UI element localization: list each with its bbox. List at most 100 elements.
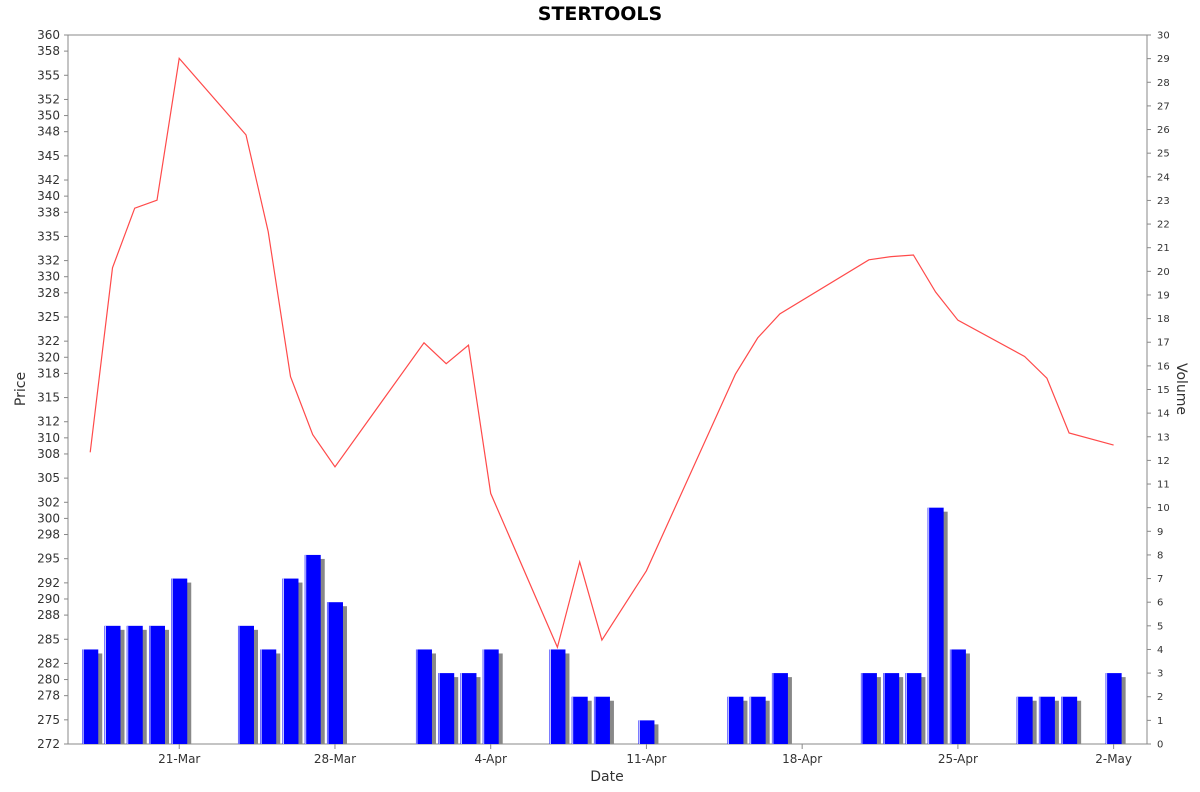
volume-bar: [1105, 673, 1122, 744]
y-tick-label: 355: [37, 68, 60, 82]
y-tick-label: 290: [37, 592, 60, 606]
y2-tick-label: 12: [1157, 456, 1170, 467]
price-line: [89, 57, 1114, 650]
y2-tick-label: 3: [1157, 669, 1163, 680]
y2-tick-label: 18: [1157, 314, 1170, 325]
chart-title: STERTOOLS: [538, 3, 662, 25]
volume-bar: [282, 578, 299, 744]
y2-tick-label: 28: [1157, 78, 1170, 89]
volume-bar: [549, 649, 566, 744]
y2-tick-label: 14: [1157, 409, 1170, 420]
y-tick-label: 288: [37, 608, 60, 622]
volume-bar: [171, 578, 188, 744]
y-tick-label: 338: [37, 205, 60, 219]
y-tick-label: 302: [37, 495, 60, 509]
y2-tick-label: 29: [1157, 54, 1170, 65]
y-tick-label: 342: [37, 173, 60, 187]
volume-bar: [1038, 696, 1055, 744]
y-tick-label: 285: [37, 632, 60, 646]
y2-tick-label: 26: [1157, 125, 1170, 136]
y2-tick-label: 10: [1157, 503, 1170, 514]
volume-axis: 0123456789101112131415161718192021222324…: [1147, 31, 1170, 751]
y2-tick-label: 19: [1157, 290, 1170, 301]
volume-bar: [304, 554, 321, 744]
y-tick-label: 278: [37, 689, 60, 703]
y2-tick-label: 24: [1157, 172, 1170, 183]
y2-tick-label: 25: [1157, 149, 1170, 160]
x-tick-label: 25-Apr: [938, 752, 978, 766]
volume-bar: [883, 673, 900, 744]
y2-tick-label: 8: [1157, 550, 1163, 561]
y2-tick-label: 15: [1157, 385, 1170, 396]
y-tick-label: 272: [37, 737, 60, 751]
volume-bar: [927, 507, 944, 744]
plot-area: [67, 34, 1148, 745]
x-tick-label: 4-Apr: [474, 752, 507, 766]
y-tick-label: 318: [37, 366, 60, 380]
y2-tick-label: 22: [1157, 220, 1170, 231]
volume-bar: [571, 696, 588, 744]
y2-tick-label: 21: [1157, 243, 1170, 254]
y-tick-label: 280: [37, 673, 60, 687]
y-tick-label: 335: [37, 229, 60, 243]
y2-tick-label: 27: [1157, 101, 1170, 112]
volume-bar: [415, 649, 432, 744]
price-line-layer: [89, 57, 1114, 650]
y-tick-label: 325: [37, 310, 60, 324]
price-axis: 272 275 278 280 282 285 288 290 292 295 298 300 302 3…: [37, 28, 68, 751]
y2-axis-label: Volume: [1173, 363, 1189, 415]
volume-bar: [949, 649, 966, 744]
volume-bar: [148, 625, 165, 744]
y2-tick-label: 9: [1157, 527, 1163, 538]
volume-bar: [126, 625, 143, 744]
y-tick-label: 298: [37, 528, 60, 542]
volume-bar: [860, 673, 877, 744]
y-tick-label: 308: [37, 447, 60, 461]
y2-tick-label: 16: [1157, 361, 1170, 372]
volume-bars: [82, 507, 1126, 744]
y-tick-label: 350: [37, 109, 60, 123]
volume-bar: [638, 720, 655, 744]
x-tick-label: 21-Mar: [158, 752, 200, 766]
x-tick-label: 28-Mar: [314, 752, 356, 766]
volume-bar: [482, 649, 499, 744]
y-tick-label: 312: [37, 415, 60, 429]
y2-tick-label: 13: [1157, 432, 1170, 443]
y-tick-label: 358: [37, 44, 60, 58]
y2-tick-label: 23: [1157, 196, 1170, 207]
y-tick-label: 322: [37, 334, 60, 348]
y2-tick-label: 6: [1157, 598, 1163, 609]
y-tick-label: 348: [37, 125, 60, 139]
x-tick-label: 11-Apr: [626, 752, 666, 766]
y-tick-label: 340: [37, 189, 60, 203]
volume-bar: [771, 673, 788, 744]
volume-bar: [460, 673, 477, 744]
date-axis: 21-Mar 28-Mar 4-Apr 11-Apr 18-Apr 25-Apr 2-May: [158, 744, 1132, 766]
y-tick-label: 328: [37, 286, 60, 300]
y-tick-label: 275: [37, 713, 60, 727]
y2-tick-label: 1: [1157, 716, 1163, 727]
y2-tick-label: 11: [1157, 480, 1170, 491]
y-axis-label: Price: [13, 372, 29, 406]
volume-bar: [82, 649, 99, 744]
y-tick-label: 295: [37, 552, 60, 566]
y-tick-label: 330: [37, 270, 60, 284]
y-tick-label: 300: [37, 511, 60, 525]
volume-bar: [1016, 696, 1033, 744]
volume-bar: [749, 696, 766, 744]
x-tick-label: 18-Apr: [782, 752, 822, 766]
y-tick-label: 332: [37, 254, 60, 268]
y-tick-label: 320: [37, 350, 60, 364]
y2-tick-label: 20: [1157, 267, 1170, 278]
y-tick-label: 282: [37, 656, 60, 670]
y2-tick-label: 7: [1157, 574, 1163, 585]
y2-tick-label: 0: [1157, 740, 1163, 751]
y-tick-label: 292: [37, 576, 60, 590]
volume-bar: [438, 673, 455, 744]
y-tick-label: 305: [37, 471, 60, 485]
volume-bar: [727, 696, 744, 744]
volume-bar: [326, 602, 343, 744]
y2-tick-label: 2: [1157, 692, 1163, 703]
volume-bar: [237, 625, 254, 744]
